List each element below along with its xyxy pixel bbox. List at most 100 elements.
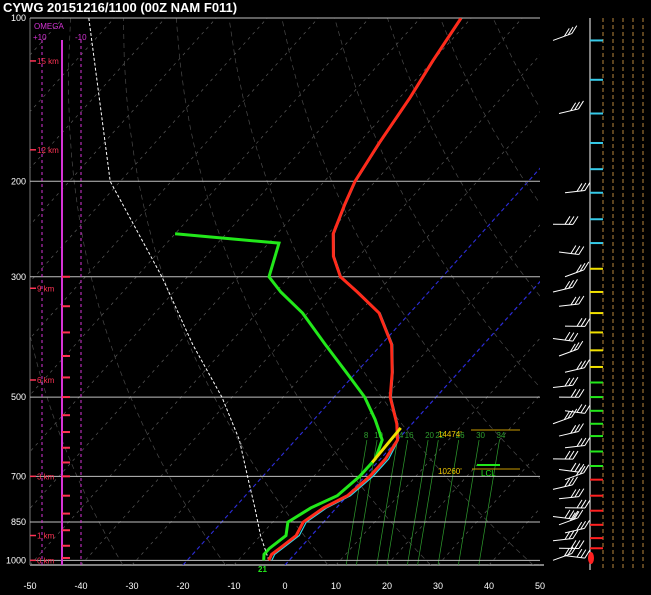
wind-barb-flag xyxy=(573,511,580,520)
wind-barb-flag xyxy=(577,340,584,350)
side-panel xyxy=(588,18,644,570)
wind-barb-flag xyxy=(572,530,579,539)
dry-adiabat xyxy=(387,18,540,297)
wind-barb-flag xyxy=(568,530,575,540)
wind-barb-flag xyxy=(567,410,574,419)
omega-panel: OMEGA +10 -10 xyxy=(33,22,87,565)
wind-barb-flag xyxy=(570,388,577,398)
mixing-ratio-label: 16 xyxy=(405,431,414,440)
wind-barb-flag xyxy=(584,405,591,414)
wind-barb-flag xyxy=(576,404,583,413)
wind-barb-staff xyxy=(558,496,579,500)
wind-barb-flag xyxy=(564,280,571,290)
wind-barb-flag xyxy=(564,377,571,387)
wind-barb-flag xyxy=(570,425,577,434)
wind-barb-flag xyxy=(568,216,575,225)
mixing-ratio-line xyxy=(437,439,460,565)
wind-barb-flag xyxy=(574,488,581,498)
wind-barb-flag xyxy=(584,437,591,446)
wind-barb-flag xyxy=(564,531,571,540)
wind-barb-flag xyxy=(580,318,587,327)
profile-layer xyxy=(88,18,463,561)
x-tick-label: -40 xyxy=(74,581,87,591)
wind-barb-flag xyxy=(569,343,576,353)
x-tick-label: 40 xyxy=(484,581,494,591)
wind-barb-flag xyxy=(571,408,578,418)
wind-barb-flag xyxy=(580,499,587,509)
chart-title: CYWG 20151216/1100 (00Z NAM F011) xyxy=(3,0,237,15)
dry-adiabat xyxy=(68,18,226,565)
mixing-ratio-layer: 8 10 14 16 20 22 26 30 34 xyxy=(345,431,506,565)
dry-adiabat xyxy=(30,333,124,565)
wind-barb-flag xyxy=(564,216,571,225)
wind-barb-staff xyxy=(552,384,573,388)
wind-barb-flag xyxy=(576,499,583,509)
wind-barb-flag xyxy=(564,331,571,341)
wind-barb-staff xyxy=(552,515,573,520)
x-tick-label: -30 xyxy=(125,581,138,591)
mixing-ratio-line xyxy=(478,439,500,565)
wind-barb-flag xyxy=(584,359,590,368)
wind-barb-flag xyxy=(583,464,590,474)
wind-barb-flag xyxy=(580,182,587,192)
mixing-ratio-line xyxy=(407,439,429,565)
y-tick-label: 1000 xyxy=(6,555,26,565)
wind-barb-flag xyxy=(570,489,577,498)
wind-barb-flag xyxy=(567,546,574,556)
surface-temp-label: 21 xyxy=(258,565,267,574)
wind-barb-flag xyxy=(572,377,579,386)
mixing-ratio-label: 22 xyxy=(435,431,444,440)
wind-barb-flag xyxy=(563,411,570,420)
wind-barb-flag xyxy=(580,549,587,558)
lower-height-annotation: 10260' xyxy=(438,467,462,476)
x-tick-label: -50 xyxy=(23,581,36,591)
wind-barb-flag xyxy=(569,512,576,521)
warm-layer-highlight xyxy=(371,426,402,464)
wind-barb-staff xyxy=(552,538,573,542)
wind-barb-flag xyxy=(568,332,575,341)
omega-label: OMEGA xyxy=(34,22,64,31)
wind-barb-flag xyxy=(568,280,575,289)
wind-barb-flag xyxy=(576,438,583,447)
wind-barb-flag xyxy=(578,488,585,497)
y-tick-label: 850 xyxy=(11,517,26,527)
wind-barb-staff xyxy=(552,338,573,342)
height-label: 6 km xyxy=(37,376,55,385)
wind-barb-flag xyxy=(580,404,587,414)
wind-barb-flag xyxy=(567,26,574,36)
mixing-ratio-label: 30 xyxy=(476,431,485,440)
wind-barb-flag xyxy=(576,521,583,531)
wind-barb-flag xyxy=(572,332,579,342)
height-label: 3 km xyxy=(37,472,55,481)
height-label: 12 km xyxy=(37,146,59,155)
y-tick-label: 500 xyxy=(11,392,26,402)
wind-barb-flag xyxy=(575,467,582,476)
wind-barb-flag xyxy=(572,279,578,288)
wind-barb-flag xyxy=(584,182,591,191)
wind-barb-flag xyxy=(572,450,579,460)
dewpoint-line xyxy=(174,232,384,561)
wind-barb-flag xyxy=(578,100,584,110)
wind-barb-flag xyxy=(584,549,591,559)
x-tick-label: 0 xyxy=(282,581,287,591)
mixing-ratio-label: 14 xyxy=(394,431,403,440)
wind-barb-flag xyxy=(563,547,570,557)
wind-barb-flag xyxy=(578,389,585,398)
mixing-ratio-label: 34 xyxy=(496,431,505,440)
height-label: 15 km xyxy=(37,57,59,66)
annotation-layer: 14474' 10260' LCL 21 xyxy=(258,429,520,574)
wind-barb-flag xyxy=(568,477,575,487)
wind-barb-flag xyxy=(568,450,575,460)
wind-barb-flag xyxy=(564,478,571,487)
wind-barb-flag xyxy=(578,540,585,549)
wind-barb-flag xyxy=(570,102,577,112)
wind-barb-flag xyxy=(580,437,587,447)
wind-barb-flag xyxy=(578,246,585,255)
temperature-line xyxy=(267,18,463,561)
height-labels: 15 km 12 km 9 km 6 km 3 km 1 km 0 km xyxy=(30,57,59,565)
mixing-ratio-label: 8 xyxy=(364,431,369,440)
height-label: 0 km xyxy=(37,556,55,565)
y-tick-label: 100 xyxy=(11,13,26,23)
